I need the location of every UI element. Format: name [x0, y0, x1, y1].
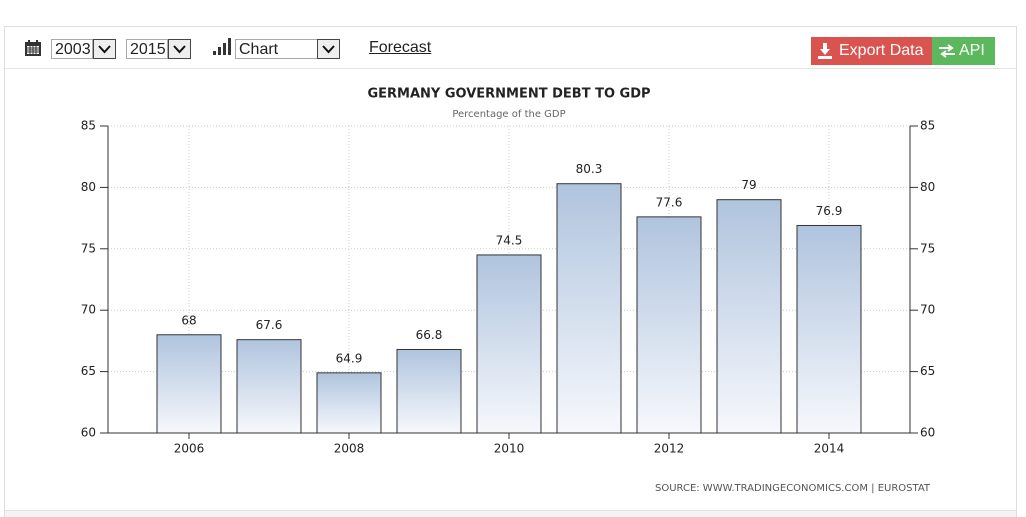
- panel: 2003 2015 Chart Forecast Export Data API: [4, 26, 1017, 517]
- chart-title: GERMANY GOVERNMENT DEBT TO GDP: [367, 87, 650, 102]
- data-label: 67.6: [256, 318, 283, 332]
- y2-tick-label: 65: [920, 364, 935, 378]
- y-tick-label: 60: [81, 426, 96, 440]
- api-icon: [939, 44, 955, 58]
- y-tick-label: 80: [81, 180, 96, 194]
- x-tick-label: 2006: [174, 442, 205, 456]
- y2-tick-label: 80: [920, 180, 935, 194]
- data-label: 74.5: [496, 233, 523, 247]
- download-icon: [818, 43, 832, 59]
- data-label: 79: [741, 178, 756, 192]
- calendar-icon: [25, 40, 41, 56]
- x-tick-label: 2014: [814, 442, 845, 456]
- y-tick-label: 65: [81, 364, 96, 378]
- data-label: 80.3: [576, 162, 603, 176]
- start-year-select[interactable]: 2003: [51, 39, 93, 59]
- bar: [156, 334, 222, 434]
- end-year-dropdown[interactable]: [168, 39, 191, 59]
- bar: [796, 224, 862, 434]
- chart-subtitle: Percentage of the GDP: [452, 109, 565, 120]
- view-select[interactable]: Chart: [235, 39, 317, 59]
- y-tick-label: 85: [81, 119, 96, 133]
- x-tick-label: 2008: [334, 442, 365, 456]
- x-tick-label: 2012: [654, 442, 685, 456]
- y2-tick-label: 75: [920, 241, 935, 255]
- footer-strip: [5, 510, 1016, 517]
- bar: [636, 216, 702, 434]
- bar: [716, 199, 782, 434]
- data-label: 66.8: [416, 328, 443, 342]
- bar: [476, 254, 542, 434]
- bar: [556, 183, 622, 434]
- data-label: 77.6: [656, 195, 683, 209]
- data-label: 64.9: [336, 351, 363, 365]
- y2-tick-label: 85: [920, 119, 935, 133]
- export-button[interactable]: Export Data: [811, 37, 932, 65]
- x-tick-label: 2010: [494, 442, 525, 456]
- y2-tick-label: 60: [920, 426, 935, 440]
- source: SOURCE: WWW.TRADINGECONOMICS.COM | EUROS…: [655, 483, 931, 494]
- end-year-select[interactable]: 2015: [126, 39, 168, 59]
- data-label: 76.9: [816, 204, 843, 218]
- start-year-dropdown[interactable]: [93, 39, 116, 59]
- bar: [316, 372, 382, 434]
- toolbar: 2003 2015 Chart Forecast Export Data API: [5, 27, 1016, 69]
- bar: [396, 348, 462, 434]
- view-dropdown[interactable]: [317, 39, 340, 59]
- chart-icon: [213, 38, 231, 55]
- forecast-link[interactable]: Forecast: [369, 39, 432, 56]
- data-label: 68: [181, 313, 196, 327]
- y2-tick-label: 70: [920, 303, 935, 317]
- y-tick-label: 70: [81, 303, 96, 317]
- y-tick-label: 75: [81, 241, 96, 255]
- api-button[interactable]: API: [932, 37, 995, 65]
- bar: [236, 339, 302, 434]
